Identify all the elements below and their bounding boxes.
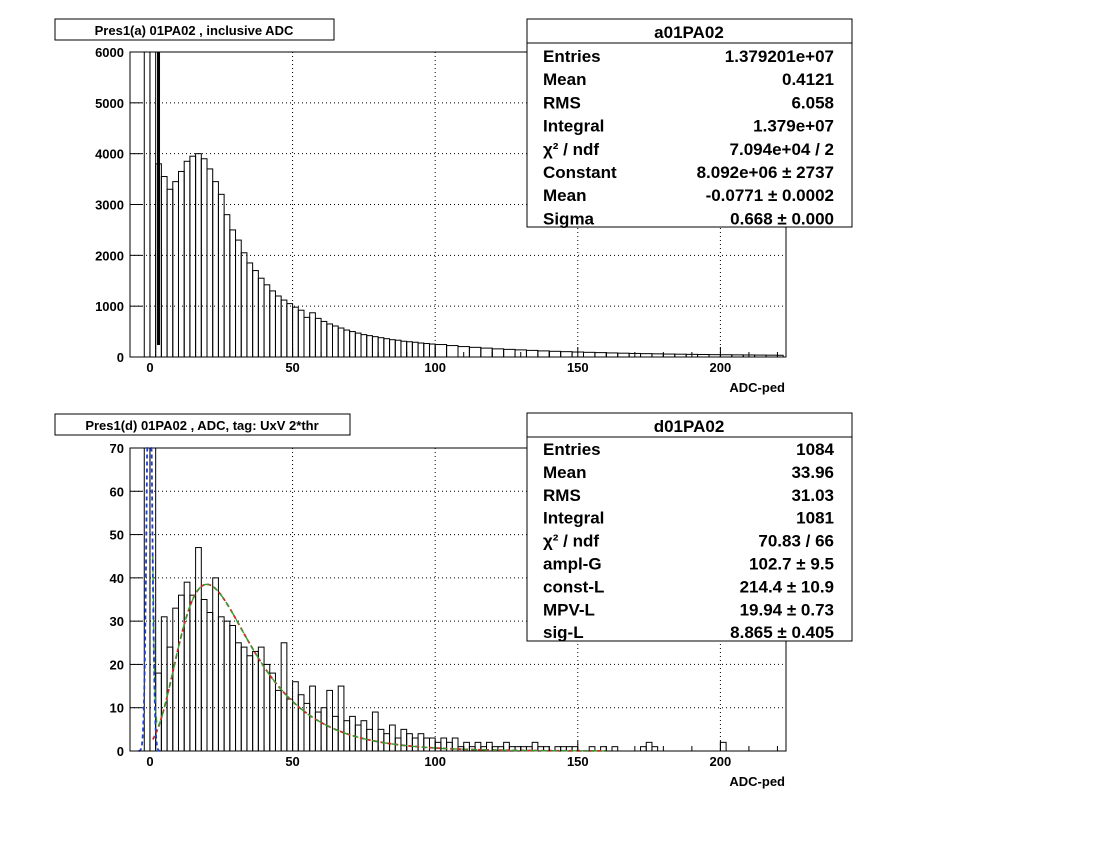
stats-row-label: Sigma xyxy=(543,209,595,228)
x-tick-label: 200 xyxy=(710,754,732,769)
stats-row-value: 0.668 ± 0.000 xyxy=(730,209,834,228)
y-tick-label: 20 xyxy=(110,657,124,672)
stats-row-label: Integral xyxy=(543,509,604,528)
stats-box: d01PA02 Entries 1084 Mean 33.96 RMS 31.03 Inte… xyxy=(526,412,853,642)
histogram-bin xyxy=(451,737,459,752)
histogram-bin xyxy=(149,447,157,752)
y-tick-label: 60 xyxy=(110,484,124,499)
stats-row-label: MPV-L xyxy=(543,600,595,619)
x-tick-label: 200 xyxy=(710,360,732,375)
x-tick-label: 100 xyxy=(424,754,446,769)
stats-row-value: 70.83 / 66 xyxy=(758,532,834,551)
y-tick-label: 40 xyxy=(110,571,124,586)
stats-row-value: 31.03 xyxy=(791,486,834,505)
stats-rows: Entries 1.379201e+07 Mean 0.4121 RMS 6.058 Int… xyxy=(543,47,834,228)
stats-row-value: 1.379e+07 xyxy=(753,117,834,136)
y-tick-label: 5000 xyxy=(95,96,124,111)
stats-row-label: Entries xyxy=(543,440,601,459)
stats-rows: Entries 1084 Mean 33.96 RMS 31.03 Integral 1081… xyxy=(543,440,835,642)
y-tick-label: 0 xyxy=(117,744,124,759)
y-tick-label: 1000 xyxy=(95,299,124,314)
y-tick-label: 70 xyxy=(110,441,124,456)
histogram-bin xyxy=(280,642,288,752)
stats-row-label: Integral xyxy=(543,117,604,136)
y-tick-label: 4000 xyxy=(95,147,124,162)
stats-box-frame xyxy=(526,412,853,642)
stats-row-label: sig-L xyxy=(543,623,584,642)
stats-row-value: 1.379201e+07 xyxy=(725,47,834,66)
stats-row-value: -0.0771 ± 0.0002 xyxy=(706,186,834,205)
histogram-bin xyxy=(611,746,619,752)
x-tick-label: 50 xyxy=(285,754,299,769)
stats-row-value: 1081 xyxy=(796,509,834,528)
fit-curves xyxy=(138,447,607,752)
x-tick-label: 150 xyxy=(567,360,589,375)
stats-box-name: a01PA02 xyxy=(654,23,724,42)
stats-box: a01PA02 Entries 1.379201e+07 Mean 0.4121 RMS… xyxy=(526,18,853,228)
stats-row-value: 19.94 ± 0.73 xyxy=(740,600,834,619)
stats-row-value: 6.058 xyxy=(791,93,834,112)
x-tick-label: 0 xyxy=(146,754,153,769)
histogram-bin xyxy=(651,746,659,752)
panel-tagged-adc: 0 50 100 150 200 0 10 20 30 40 50 60 70 Pres1(d) 01P… xyxy=(54,412,853,789)
stats-row-label: χ² / ndf xyxy=(543,532,599,551)
title-box xyxy=(54,18,335,41)
stats-row-label: Entries xyxy=(543,47,601,66)
stats-row-value: 8.092e+06 ± 2737 xyxy=(697,163,834,182)
x-axis-label: ADC-ped xyxy=(729,380,785,395)
stats-row-value: 7.094e+04 / 2 xyxy=(730,140,834,159)
stats-row-label: Mean xyxy=(543,70,586,89)
total-fit-curve xyxy=(152,556,607,752)
histogram-bars xyxy=(143,447,727,752)
chart-title: Pres1(d) 01PA02 , ADC, tag: UxV 2*thr xyxy=(85,418,318,433)
y-tick-label: 6000 xyxy=(95,45,124,60)
y-tick-label: 0 xyxy=(117,350,124,365)
y-tick-label: 2000 xyxy=(95,248,124,263)
stats-row-label: Constant xyxy=(543,163,617,182)
stats-box-name: d01PA02 xyxy=(654,417,725,436)
stats-row-value: 214.4 ± 10.9 xyxy=(740,577,834,596)
stats-row-label: χ² / ndf xyxy=(543,140,599,159)
stats-row-label: RMS xyxy=(543,93,581,112)
stats-row-label: const-L xyxy=(543,577,604,596)
histogram-bin xyxy=(337,685,345,752)
stats-row-label: Mean xyxy=(543,463,586,482)
y-tick-label: 50 xyxy=(110,528,124,543)
title-box xyxy=(54,413,351,436)
x-tick-label: 100 xyxy=(424,360,446,375)
stats-row-value: 102.7 ± 9.5 xyxy=(749,555,834,574)
x-tick-label: 50 xyxy=(285,360,299,375)
y-tick-label: 10 xyxy=(110,701,124,716)
x-tick-label: 0 xyxy=(146,360,153,375)
stats-row-label: Mean xyxy=(543,186,586,205)
stats-row-value: 8.865 ± 0.405 xyxy=(730,623,834,642)
stats-row-value: 0.4121 xyxy=(782,70,834,89)
y-tick-label: 3000 xyxy=(95,198,124,213)
x-axis-label: ADC-ped xyxy=(729,774,785,789)
axes: 0 50 100 150 200 0 10 20 30 40 50 60 70 xyxy=(110,441,778,769)
stats-box-frame xyxy=(526,18,853,228)
stats-row-value: 33.96 xyxy=(791,463,834,482)
x-tick-label: 150 xyxy=(567,754,589,769)
chart-title: Pres1(a) 01PA02 , inclusive ADC xyxy=(95,23,294,38)
stats-row-label: RMS xyxy=(543,486,581,505)
stats-row-value: 1084 xyxy=(796,440,834,459)
stats-row-label: ampl-G xyxy=(543,555,602,574)
y-tick-label: 30 xyxy=(110,614,124,629)
